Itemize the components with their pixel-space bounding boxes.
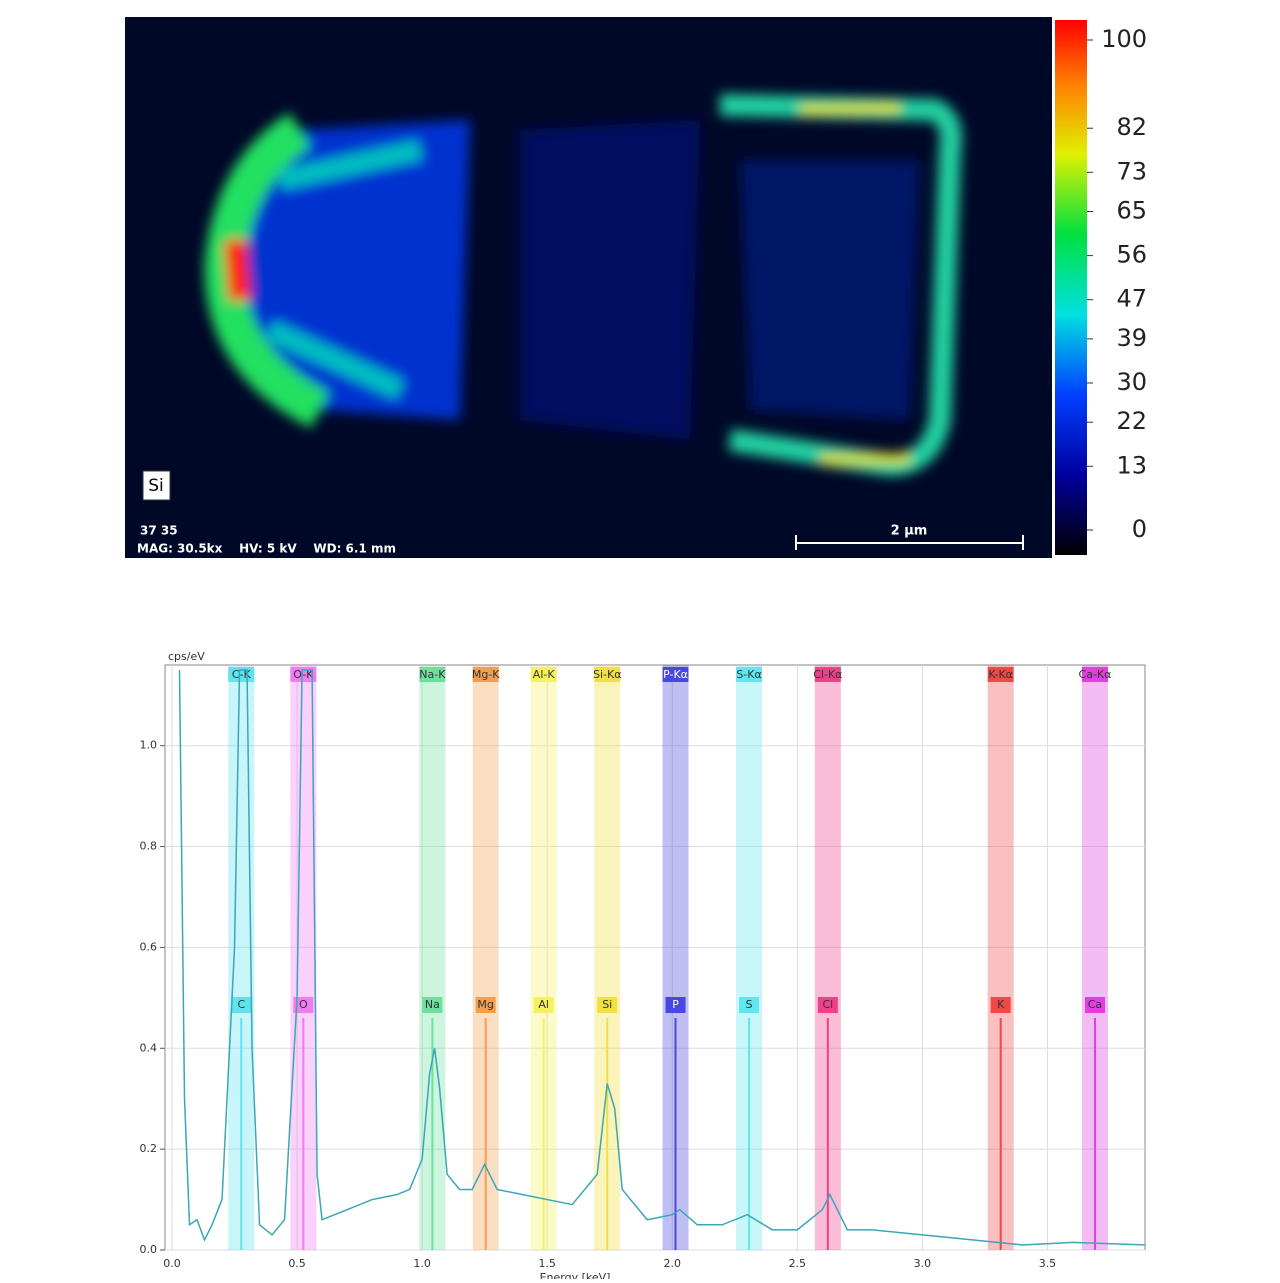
element-symbol: Si <box>602 998 612 1011</box>
element-tag <box>293 997 314 1013</box>
element-tag <box>231 997 252 1013</box>
element-symbol: Ca <box>1088 998 1102 1011</box>
x-tick-label: 3.5 <box>1039 1257 1057 1270</box>
colorbar-tick-label: 56 <box>1116 241 1147 269</box>
y-tick-label: 0.2 <box>140 1142 158 1155</box>
colorbar-tick-label: 0 <box>1132 515 1147 543</box>
element-symbol: Al <box>538 998 549 1011</box>
element-symbol: Cl <box>822 998 833 1011</box>
colorbar-tick-label: 73 <box>1116 157 1147 185</box>
element-line-label: Si-Kα <box>593 668 621 681</box>
element-tag <box>665 997 686 1013</box>
element-symbol: S <box>746 998 753 1011</box>
x-axis-label: Energy [keV] <box>540 1271 611 1279</box>
colorbar-tick-label: 13 <box>1116 451 1147 479</box>
element-tag <box>533 997 554 1013</box>
element-tag <box>736 667 763 682</box>
element-line-label: Mg-K <box>472 668 500 681</box>
element-line-label: P-Kα <box>663 668 688 681</box>
element-label: Si <box>148 476 164 496</box>
spectrum: 0.0 0.5 1.0 1.5 2.0 2.5 3.0 3.5 0.0 0.2 0.4 0.6 0.8 1… <box>140 650 1146 1283</box>
spectrum-line <box>178 669 1146 1246</box>
colorbar-tick-label: 65 <box>1116 197 1147 225</box>
element-symbol: C <box>237 998 245 1011</box>
x-tick-label: 2.0 <box>664 1257 682 1270</box>
element-tag <box>594 667 621 682</box>
element-tag <box>472 667 499 682</box>
element-tag <box>1084 997 1105 1013</box>
element-tag <box>1081 667 1108 682</box>
x-tick-label: 1.5 <box>538 1257 556 1270</box>
y-tick-label: 0.0 <box>140 1243 158 1256</box>
scale-bar-label: 2 µm <box>891 524 928 539</box>
colorbar-tick-label: 47 <box>1116 285 1147 313</box>
colorbar-tick-label: 22 <box>1116 407 1147 435</box>
x-tick-label: 1.0 <box>413 1257 431 1270</box>
info-line: 37 35 <box>140 524 178 538</box>
element-tag <box>662 667 689 682</box>
x-tick-label: 3.0 <box>914 1257 932 1270</box>
element-tag <box>422 997 443 1013</box>
element-line-label: O-K <box>293 668 314 681</box>
colorbar-tick-label: 39 <box>1116 324 1147 352</box>
y-tick-label: 1.0 <box>140 739 158 752</box>
element-line-label: Ca-Kα <box>1079 668 1112 681</box>
element-map: Si 37 35 MAG: 30.5kx HV: 5 kV WD: 6.1 mm… <box>125 17 1052 558</box>
element-line-label: Cl-Kα <box>813 668 842 681</box>
element-tag <box>419 667 446 682</box>
element-tag <box>739 997 760 1013</box>
plot-area <box>164 664 1146 1251</box>
colorbar-tick-label: 100 <box>1101 25 1147 53</box>
element-tag <box>597 997 618 1013</box>
y-axis-label: cps/eV <box>168 650 205 663</box>
colorbar-ticks: 100 82 73 65 56 47 39 30 22 13 0 <box>1087 25 1147 543</box>
element-symbol: P <box>672 998 679 1011</box>
element-line-label: Na-K <box>419 668 446 681</box>
element-tag <box>475 997 496 1013</box>
y-tick-label: 0.6 <box>140 940 158 953</box>
x-tick-label: 2.5 <box>789 1257 807 1270</box>
x-tick-label: 0.0 <box>163 1257 181 1270</box>
colorbar <box>1055 20 1087 555</box>
element-symbol: O <box>299 998 308 1011</box>
element-tag <box>817 997 838 1013</box>
y-tick-label: 0.4 <box>140 1041 158 1054</box>
element-tag <box>990 997 1011 1013</box>
colorbar-tick-label: 30 <box>1116 368 1147 396</box>
element-line-label: S-Kα <box>736 668 761 681</box>
element-symbol: Mg <box>477 998 493 1011</box>
element-tag <box>814 667 841 682</box>
colorbar-tick-label: 82 <box>1116 113 1147 141</box>
y-tick-label: 0.8 <box>140 840 158 853</box>
element-line-label: Al-K <box>533 668 556 681</box>
element-symbol: K <box>997 998 1005 1011</box>
x-tick-label: 0.5 <box>288 1257 306 1270</box>
element-tag <box>987 667 1014 682</box>
element-tag <box>530 667 557 682</box>
info-line: MAG: 30.5kx HV: 5 kV WD: 6.1 mm <box>137 542 396 556</box>
element-line-label: K-Kα <box>988 668 1013 681</box>
element-symbol: Na <box>425 998 440 1011</box>
